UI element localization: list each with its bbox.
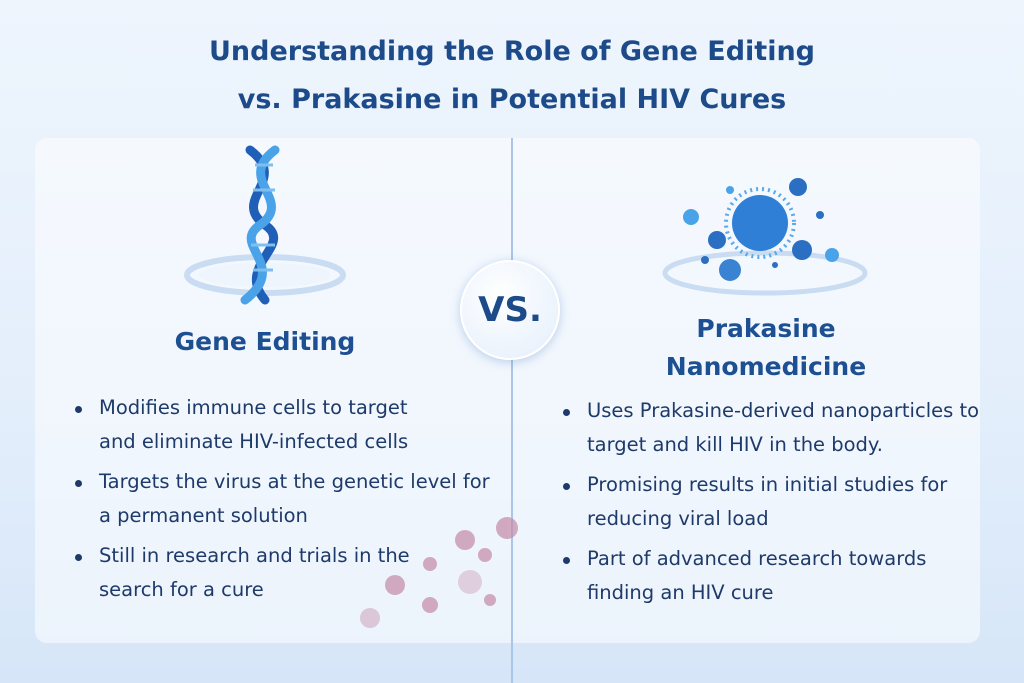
- bullet-item: Part of advanced research towards findin…: [563, 542, 963, 610]
- divider: [511, 138, 513, 683]
- comparison-panel: [35, 138, 980, 643]
- gene-editing-heading: Gene Editing: [174, 327, 356, 356]
- nanoparticles-icon: [662, 178, 868, 296]
- prakasine-heading-line-1: Prakasine: [696, 314, 836, 343]
- prakasine-bullets: Uses Prakasine-derived nanoparticles to …: [563, 394, 983, 616]
- dna-helix-icon: [184, 145, 346, 305]
- gene-editing-bullets: Modifies immune cells to target and elim…: [75, 391, 495, 613]
- title-line-1: Understanding the Role of Gene Editing: [208, 36, 816, 67]
- title-line-2: vs. Prakasine in Potential HIV Cures: [237, 84, 787, 115]
- page-title: Understanding the Role of Gene Editing v…: [0, 28, 1024, 124]
- bullet-item: Promising results in initial studies for…: [563, 468, 953, 536]
- vs-badge: VS.: [460, 260, 560, 360]
- prakasine-heading: Prakasine Nanomedicine: [616, 310, 916, 386]
- prakasine-heading-line-2: Nanomedicine: [665, 352, 867, 381]
- bullet-item: Targets the virus at the genetic level f…: [75, 465, 495, 533]
- bullet-item: Still in research and trials in the sear…: [75, 539, 415, 607]
- bullet-item: Modifies immune cells to target and elim…: [75, 391, 435, 459]
- virus-particles-decoration: [360, 517, 518, 628]
- bullet-item: Uses Prakasine-derived nanoparticles to …: [563, 394, 983, 462]
